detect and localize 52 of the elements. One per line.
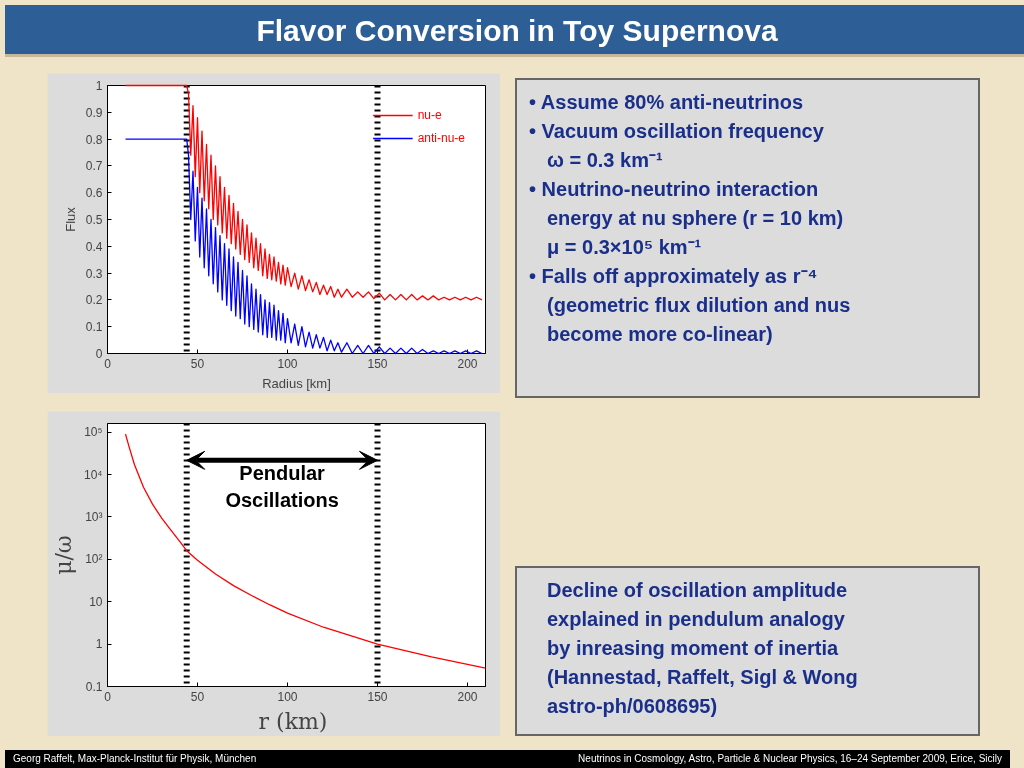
text: • Neutrino-neutrino interaction — [528, 177, 820, 202]
text: by inreasing moment of inertia — [546, 636, 840, 661]
x-tick-label: 150 — [367, 689, 388, 704]
x-axis-title: r (km) — [258, 708, 328, 734]
line-series — [124, 433, 487, 669]
text: explained in pendulum analogy — [546, 607, 846, 632]
y-tick-label: 0.1 — [85, 320, 103, 335]
text: (Hannestad, Raffelt, Sigl & Wong — [546, 665, 859, 690]
text: become more co-linear) — [546, 322, 774, 347]
y-tick-label: 0.5 — [85, 213, 103, 227]
y-tick-label: 10⁴ — [84, 467, 103, 482]
text: μ = 0.3×10⁵ km⁻¹ — [546, 235, 703, 260]
text: Decline of oscillation amplitude — [546, 578, 849, 603]
text: • Falls off approximately as r⁻⁴ — [528, 264, 819, 289]
x-tick-label: 150 — [367, 356, 388, 371]
y-tick-label: 10 — [89, 594, 103, 609]
y-tick-label: 0.9 — [85, 105, 103, 120]
y-tick-label: 0.1 — [85, 679, 103, 694]
line-series — [124, 84, 483, 301]
y-axis-title: Flux — [62, 206, 78, 232]
x-tick-label: 200 — [457, 356, 478, 371]
y-tick-label: 10² — [85, 552, 103, 567]
annotation: Pendular Oscillations — [225, 461, 339, 512]
text: • Vacuum oscillation frequency — [528, 119, 825, 144]
text: astro-ph/0608695) — [546, 694, 719, 719]
x-axis-title: Radius [km] — [262, 375, 331, 391]
y-tick-label: 0.2 — [85, 293, 103, 308]
y-tick-label: 0.4 — [85, 239, 103, 254]
y-tick-label: 1 — [95, 79, 103, 93]
y-tick-label: 0.7 — [85, 159, 103, 174]
legend-label: nu-e — [417, 108, 442, 122]
text: • Assume 80% anti-neutrinos — [528, 90, 805, 115]
text: Georg Raffelt, Max-Planck-Institut für Physik, München — [13, 752, 257, 766]
x-tick-label: 50 — [190, 356, 205, 371]
y-tick-label: 10³ — [85, 509, 103, 524]
x-tick-label: 50 — [190, 689, 205, 704]
y-tick-label: 0.6 — [85, 186, 103, 201]
chart-title: Flavor Conversion in Toy Supernova — [5, 5, 1024, 57]
text: (geometric flux dilution and nus — [546, 293, 852, 318]
y-axis-title: μ/ω — [51, 535, 76, 575]
x-tick-label: 200 — [457, 689, 478, 704]
y-tick-label: 0.3 — [85, 266, 103, 281]
x-tick-label: 100 — [277, 689, 298, 704]
y-tick-label: 0.8 — [85, 132, 103, 147]
legend-label: anti-nu-e — [417, 131, 465, 145]
text: Neutrinos in Cosmology, Astro, Particle & Nuclear Physics, 16–24 September 2009, Erice, Sicily — [578, 752, 1002, 766]
y-tick-label: 0 — [95, 347, 103, 361]
text: ω = 0.3 km⁻¹ — [546, 148, 664, 173]
y-tick-label: 1 — [95, 637, 103, 652]
y-tick-label: 10⁵ — [84, 425, 103, 440]
text: energy at nu sphere (r = 10 km) — [546, 206, 845, 231]
x-tick-label: 100 — [277, 356, 298, 371]
